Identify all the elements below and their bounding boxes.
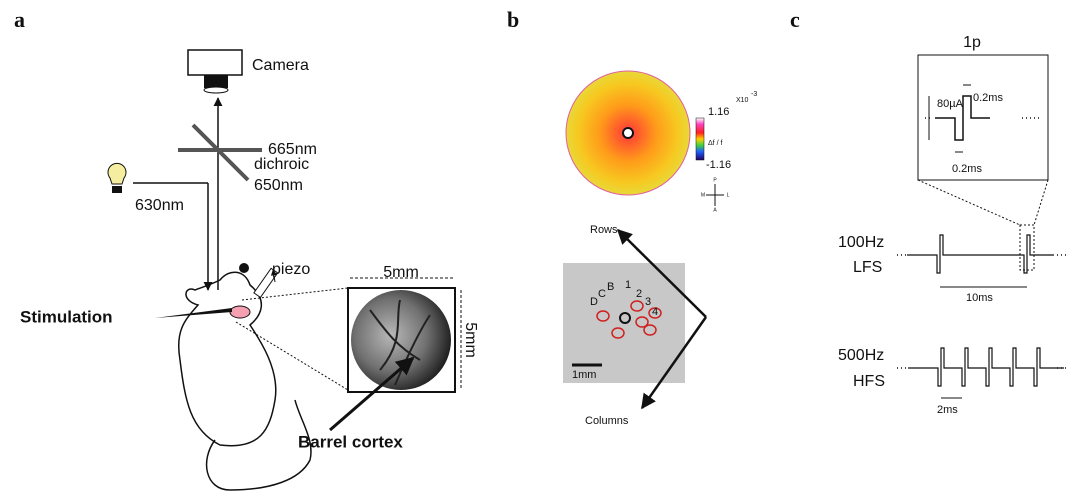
light-label: 630nm [135, 197, 184, 214]
rows-label: Rows [590, 224, 618, 236]
pulse-width-top: 0.2ms [973, 92, 1003, 104]
zoom-line [918, 180, 1020, 225]
scale-unit: Δf / f [708, 140, 722, 147]
hfs-waveform [908, 348, 1064, 386]
mouse-nose [230, 306, 250, 318]
bulb-base [112, 186, 122, 193]
compass-a: A [713, 207, 717, 213]
column-label: 3 [645, 296, 651, 308]
dichroic-wavelength: 650nm [254, 177, 303, 194]
column-label: 1 [625, 279, 631, 291]
barrel-cortex-label: Barrel cortex [298, 432, 403, 451]
zoom-line [236, 322, 348, 390]
scale-exponent: X10 [736, 97, 749, 104]
hfs-interval: 2ms [937, 404, 958, 416]
heatmap-center [623, 128, 633, 138]
camera-lens [204, 75, 228, 88]
stimulation-label: Stimulation [20, 307, 113, 326]
amplitude-label: 80µA [937, 98, 964, 110]
compass-l: L [727, 192, 730, 198]
mouse [179, 272, 311, 490]
scale-max: 1.16 [708, 106, 729, 118]
lfs-label: LFS [853, 259, 882, 276]
hfs-label: HFS [853, 373, 885, 390]
row-label: B [607, 281, 614, 293]
compass-m: M [701, 192, 705, 198]
piezo-label: piezo [272, 261, 310, 278]
dichroic-label: dichroic [254, 156, 309, 173]
light-bulb [108, 163, 126, 184]
figure: a Camera 665nm 630nm dichroic 650nm piez… [0, 0, 1077, 496]
pulse-title: 1p [963, 34, 981, 51]
lfs-rate: 100Hz [838, 234, 884, 251]
row-label: C [598, 288, 606, 300]
scale-exponent-power: -3 [751, 91, 757, 98]
cortex-image [351, 290, 451, 390]
lfs-interval: 10ms [966, 292, 993, 304]
width-label: 5mm [383, 264, 419, 281]
column-label: 4 [652, 306, 658, 318]
row-label: D [590, 296, 598, 308]
column-label: 2 [636, 288, 642, 300]
panel-label: a [14, 7, 25, 32]
dichroic-mirror [193, 125, 248, 180]
colorbar [696, 118, 704, 160]
lfs-waveform [907, 235, 1054, 273]
camera [188, 50, 242, 75]
mouse-eye [239, 263, 249, 273]
scale-min: -1.16 [706, 159, 731, 171]
scale-bar-label: 1mm [572, 369, 596, 381]
columns-label: Columns [585, 415, 629, 427]
camera-label: Camera [252, 57, 309, 74]
pulse-width-bottom: 0.2ms [952, 163, 982, 175]
hfs-rate: 500Hz [838, 347, 884, 364]
zoom-line [1034, 180, 1048, 225]
compass-p: P [713, 177, 717, 183]
panel-label: b [507, 7, 519, 32]
lens [204, 87, 228, 93]
height-label: 5mm [462, 322, 479, 358]
panel-label: c [790, 7, 800, 32]
